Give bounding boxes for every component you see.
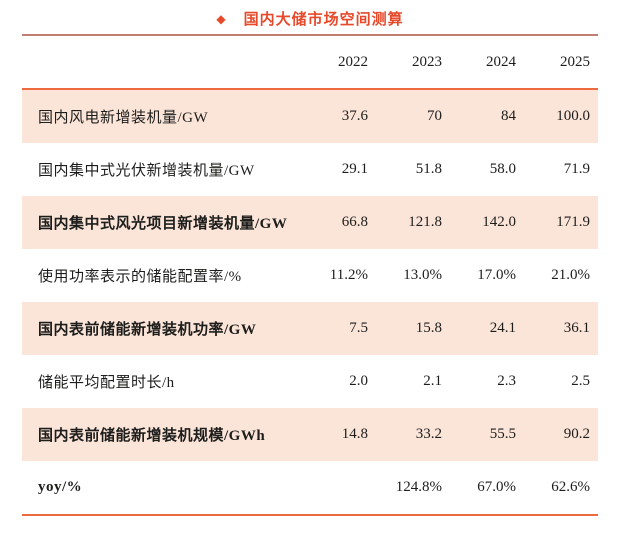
cell-value: 24.1 <box>450 302 524 355</box>
table-row-yoy: yoy/% 124.8% 67.0% 62.6% <box>22 461 598 516</box>
table-row-storage-ratio: 使用功率表示的储能配置率/% 11.2% 13.0% 17.0% 21.0% <box>22 249 598 302</box>
cell-value: 33.2 <box>376 408 450 461</box>
table-row-duration: 储能平均配置时长/h 2.0 2.1 2.3 2.5 <box>22 355 598 408</box>
row-label: 国内表前储能新增装机规模/GWh <box>22 408 302 461</box>
table-row-storage-capacity: 国内表前储能新增装机规模/GWh 14.8 33.2 55.5 90.2 <box>22 408 598 461</box>
table-row-wind-pv-total: 国内集中式风光项目新增装机量/GW 66.8 121.8 142.0 171.9 <box>22 196 598 249</box>
header-row: 2022 2023 2024 2025 <box>22 36 598 90</box>
diamond-bullet-icon: ◆ <box>216 12 226 26</box>
header-year-2023: 2023 <box>376 36 450 90</box>
table-body: 国内风电新增装机量/GW 37.6 70 84 100.0 国内集中式光伏新增装… <box>22 89 598 516</box>
cell-value: 124.8% <box>376 461 450 516</box>
header-year-2024: 2024 <box>450 36 524 90</box>
row-label: 储能平均配置时长/h <box>38 375 175 391</box>
cell-value: 2.5 <box>571 373 590 389</box>
cell-value: 70 <box>376 89 450 143</box>
table-header: 2022 2023 2024 2025 <box>22 36 598 90</box>
cell-value: 84 <box>450 89 524 143</box>
row-label: 使用功率表示的储能配置率/% <box>38 269 242 285</box>
figure-title: ◆ 国内大储市场空间测算 <box>22 0 598 30</box>
cell-value: 21.0% <box>551 267 590 283</box>
cell-value: 51.8 <box>415 161 442 177</box>
cell-value: 11.2% <box>329 267 368 283</box>
row-label: yoy/% <box>22 461 302 516</box>
cell-value: 7.5 <box>302 302 376 355</box>
cell-value: 17.0% <box>477 267 516 283</box>
header-year-2022: 2022 <box>302 36 376 90</box>
cell-value: 71.9 <box>563 161 590 177</box>
cell-value: 55.5 <box>450 408 524 461</box>
cell-value: 142.0 <box>450 196 524 249</box>
table-row-wind: 国内风电新增装机量/GW 37.6 70 84 100.0 <box>22 89 598 143</box>
row-label: 国内风电新增装机量/GW <box>22 89 302 143</box>
cell-value: 14.8 <box>302 408 376 461</box>
row-label: 国内表前储能新增装机功率/GW <box>22 302 302 355</box>
header-label-cell <box>22 36 302 90</box>
cell-value: 121.8 <box>376 196 450 249</box>
cell-value: 36.1 <box>524 302 598 355</box>
table-row-storage-power: 国内表前储能新增装机功率/GW 7.5 15.8 24.1 36.1 <box>22 302 598 355</box>
cell-value: 90.2 <box>524 408 598 461</box>
cell-value: 15.8 <box>376 302 450 355</box>
cell-value: 2.3 <box>497 373 516 389</box>
cell-value: 171.9 <box>524 196 598 249</box>
title-divider <box>22 34 598 36</box>
cell-value: 67.0% <box>450 461 524 516</box>
storage-market-table: 2022 2023 2024 2025 国内风电新增装机量/GW 37.6 70… <box>22 36 598 516</box>
cell-value: 29.1 <box>341 161 368 177</box>
figure-title-text: 国内大储市场空间测算 <box>243 12 404 28</box>
cell-value: 37.6 <box>302 89 376 143</box>
cell-value: 2.0 <box>349 373 368 389</box>
table-row-pv: 国内集中式光伏新增装机量/GW 29.1 51.8 58.0 71.9 <box>22 143 598 196</box>
row-label: 国内集中式风光项目新增装机量/GW <box>22 196 302 249</box>
cell-value: 62.6% <box>524 461 598 516</box>
cell-value <box>302 461 376 516</box>
header-year-2025: 2025 <box>524 36 598 90</box>
cell-value: 58.0 <box>489 161 516 177</box>
cell-value: 13.0% <box>403 267 442 283</box>
cell-value: 100.0 <box>524 89 598 143</box>
row-label: 国内集中式光伏新增装机量/GW <box>38 163 255 179</box>
cell-value: 66.8 <box>302 196 376 249</box>
cell-value: 2.1 <box>423 373 442 389</box>
